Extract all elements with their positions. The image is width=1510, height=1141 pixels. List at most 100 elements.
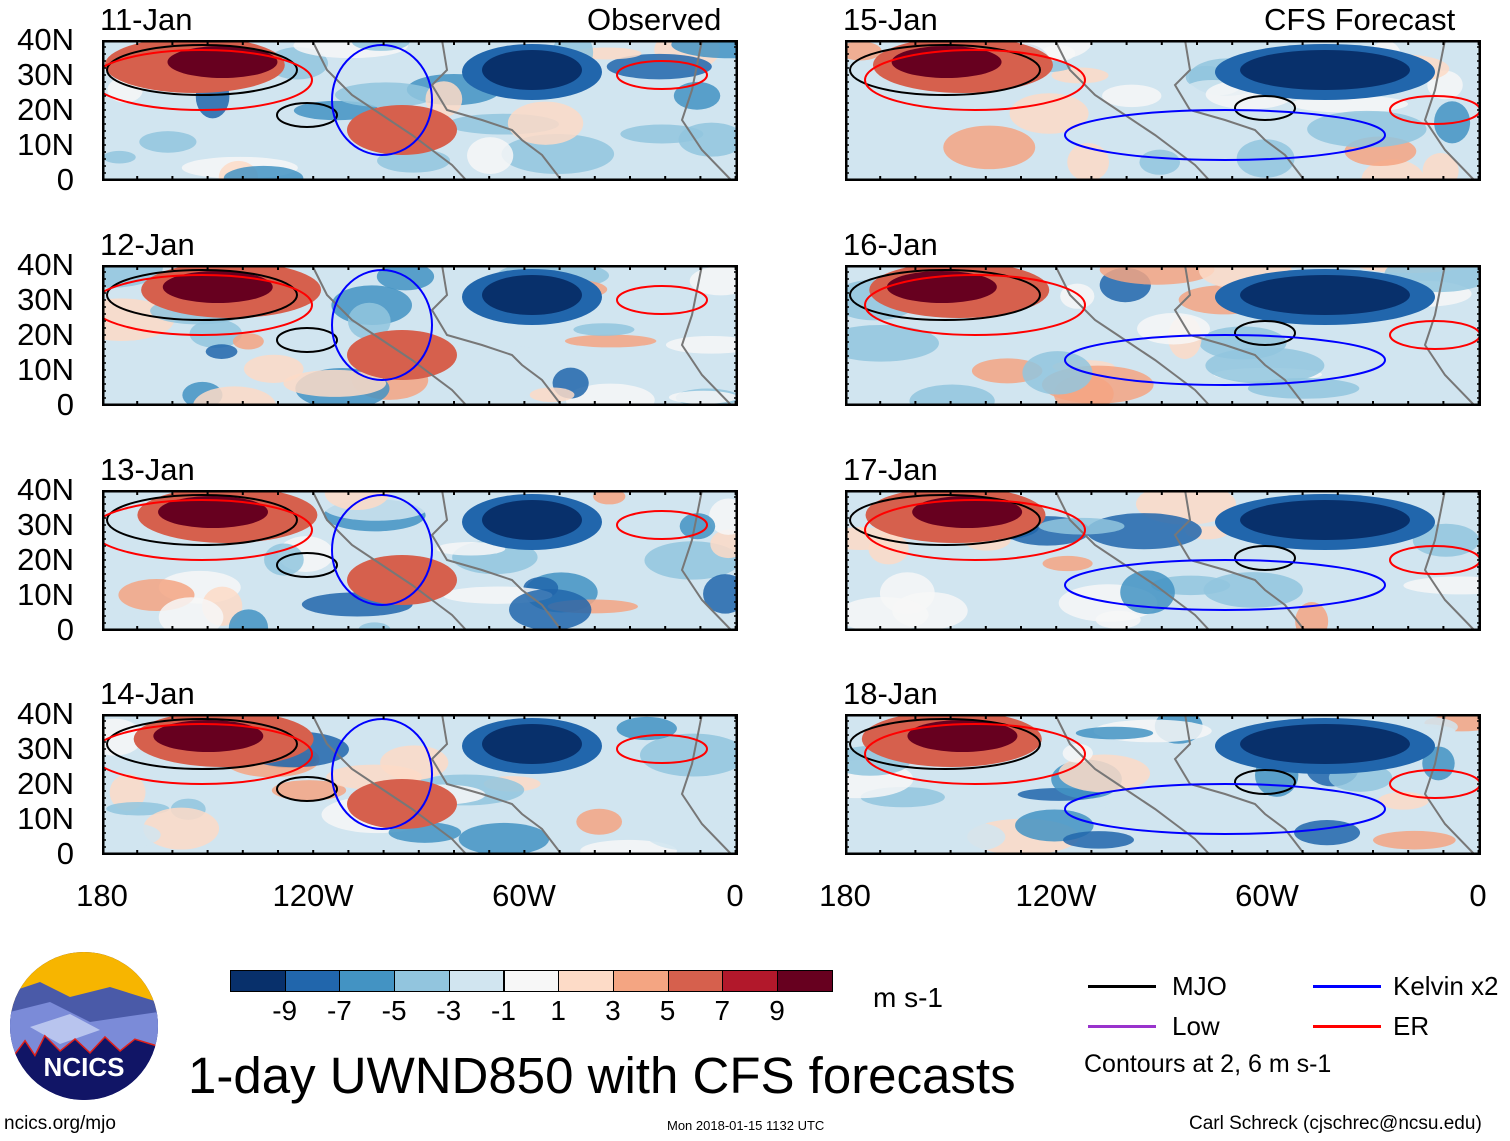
anomaly-shading xyxy=(593,490,626,505)
anomaly-shading xyxy=(1295,602,1329,631)
coastline xyxy=(430,40,563,181)
er-contour xyxy=(102,49,313,111)
anomaly-shading xyxy=(205,344,238,359)
anomaly-shading xyxy=(689,266,738,296)
colorbar-label: 9 xyxy=(769,995,785,1026)
coastline xyxy=(311,490,468,631)
latitude-label: 30N xyxy=(17,731,74,766)
coastline xyxy=(1173,490,1306,631)
mjo-contour xyxy=(276,102,338,128)
panel-date: 18-Jan xyxy=(843,676,938,711)
map-panel xyxy=(102,265,738,406)
map-panel xyxy=(845,490,1481,631)
coastline xyxy=(1054,265,1211,406)
logo-text: NCICS xyxy=(44,1052,125,1082)
anomaly-shading xyxy=(573,323,635,336)
mjo-contour xyxy=(1234,320,1296,346)
anomaly-shading xyxy=(1063,831,1134,849)
map-panel xyxy=(845,40,1481,181)
anomaly-shading xyxy=(620,124,704,144)
author-credit: Carl Schreck (cjschrec@ncsu.edu) xyxy=(1189,1113,1482,1134)
latitude-label: 0 xyxy=(56,612,74,647)
colorbar-swatch xyxy=(339,970,396,992)
anomaly-shading xyxy=(102,822,161,847)
anomaly-shading xyxy=(467,137,514,175)
mjo-contour xyxy=(1234,769,1296,795)
mjo-contour xyxy=(276,327,338,353)
latitude-label: 20N xyxy=(17,766,74,801)
kelvin-contour xyxy=(331,269,433,381)
map-panel xyxy=(845,714,1481,855)
mjo-contour xyxy=(849,44,1041,96)
legend-er-label: ER xyxy=(1393,1011,1430,1041)
latitude-label: 30N xyxy=(17,507,74,542)
latitude-label: 40N xyxy=(17,696,74,731)
kelvin-contour xyxy=(331,718,433,830)
coastline xyxy=(680,490,733,631)
easterly-anomaly xyxy=(482,724,582,764)
westerly-anomaly xyxy=(347,555,457,605)
anomaly-shading xyxy=(1307,110,1427,148)
source-link[interactable]: ncics.org/mjo xyxy=(4,1113,116,1134)
anomaly-shading xyxy=(845,597,929,631)
latitude-label: 10N xyxy=(17,127,74,162)
anomaly-shading xyxy=(102,150,136,164)
anomaly-shading xyxy=(845,324,939,362)
anomaly-shading xyxy=(1062,743,1093,763)
mjo-contour xyxy=(106,269,298,321)
easterly-anomaly xyxy=(482,50,582,90)
er-contour xyxy=(616,734,708,764)
coastline xyxy=(1423,40,1476,181)
coastline xyxy=(311,714,468,855)
er-contour xyxy=(616,285,708,315)
mjo-contour xyxy=(106,718,298,770)
colorbar-label: -3 xyxy=(436,995,462,1026)
anomaly-shading xyxy=(703,574,738,614)
anomaly-shading xyxy=(1042,555,1093,572)
anomaly-shading xyxy=(1139,149,1181,175)
kelvin-contour xyxy=(331,44,433,156)
anomaly-shading xyxy=(931,821,1006,853)
longitude-label: 120W xyxy=(1015,878,1097,913)
colorbar-swatch xyxy=(448,970,505,992)
coastline xyxy=(680,714,733,855)
er-contour xyxy=(102,274,313,336)
westerly-anomaly xyxy=(347,779,457,829)
panel-date: 16-Jan xyxy=(843,227,938,262)
er-contour xyxy=(616,60,708,90)
legend-kelvin-label: Kelvin x2 xyxy=(1393,971,1499,1001)
latitude-label: 20N xyxy=(17,542,74,577)
anomaly-shading xyxy=(673,81,721,110)
latitude-label: 40N xyxy=(17,247,74,282)
anomaly-shading xyxy=(708,498,738,535)
anomaly-shading xyxy=(380,745,449,781)
anomaly-shading xyxy=(1137,313,1210,345)
colorbar-label: -7 xyxy=(326,995,352,1026)
coastline xyxy=(430,490,563,631)
colorbar-swatch xyxy=(777,970,833,992)
colorbar-label: 7 xyxy=(714,995,731,1026)
map-panel xyxy=(102,40,738,181)
easterly-anomaly xyxy=(1240,724,1410,764)
er-contour xyxy=(102,723,313,785)
anomaly-shading xyxy=(643,811,738,851)
latitude-label: 0 xyxy=(56,162,74,197)
anomaly-shading xyxy=(143,807,220,850)
er-contour xyxy=(616,510,708,540)
anomaly-shading xyxy=(529,387,575,403)
anomaly-shading xyxy=(458,822,550,855)
colorbar-label: 5 xyxy=(659,995,676,1026)
panel-date: 14-Jan xyxy=(100,676,195,711)
anomaly-shading xyxy=(564,334,657,348)
mjo-contour xyxy=(276,552,338,578)
easterly-anomaly xyxy=(1240,50,1410,90)
anomaly-shading xyxy=(943,125,1036,170)
legend-kelvin-line xyxy=(1313,985,1381,988)
longitude-label: 180 xyxy=(819,878,871,913)
coastline xyxy=(430,265,563,406)
mjo-contour xyxy=(849,494,1041,546)
kelvin-contour xyxy=(331,494,433,606)
colorbar-label: -9 xyxy=(272,995,298,1026)
coastline xyxy=(1173,265,1306,406)
anomaly-shading xyxy=(1373,830,1456,850)
